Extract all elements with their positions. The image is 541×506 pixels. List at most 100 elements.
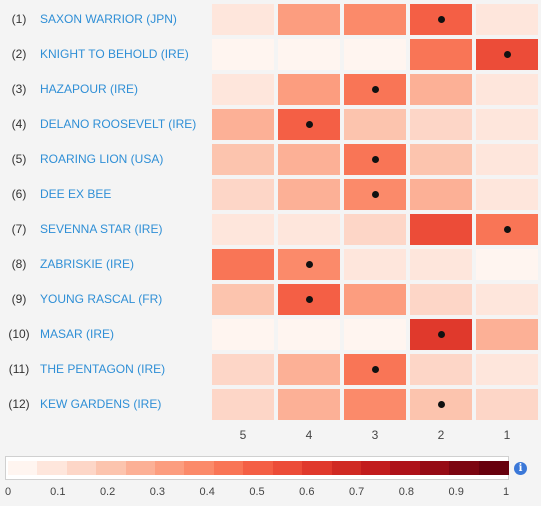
horse-name-link[interactable]: THE PENTAGON (IRE) <box>40 362 166 376</box>
heatmap-cell[interactable] <box>474 2 540 37</box>
heatmap-cell[interactable] <box>342 107 408 142</box>
heatmap-cell[interactable] <box>276 37 342 72</box>
horse-name-link[interactable]: DELANO ROOSEVELT (IRE) <box>40 117 197 131</box>
marker-dot <box>305 261 313 268</box>
rank-label: (4) <box>11 117 27 131</box>
heatmap-cell[interactable] <box>474 177 540 212</box>
heatmap-cell[interactable] <box>408 107 474 142</box>
heatmap-cell[interactable] <box>408 212 474 247</box>
heatmap-cell[interactable] <box>276 212 342 247</box>
heatmap-cell[interactable] <box>408 387 474 422</box>
heatmap-cell[interactable] <box>276 177 342 212</box>
heatmap-cell[interactable] <box>342 247 408 282</box>
rank-label: (6) <box>11 187 27 201</box>
horse-name-link[interactable]: SAXON WARRIOR (JPN) <box>40 12 177 26</box>
marker-dot <box>371 191 379 198</box>
horse-name-link[interactable]: SEVENNA STAR (IRE) <box>40 222 163 236</box>
rank-label: (12) <box>8 397 30 411</box>
heatmap-cell[interactable] <box>342 37 408 72</box>
legend-tick-label: 0.4 <box>199 486 215 498</box>
horse-name-link[interactable]: KNIGHT TO BEHOLD (IRE) <box>40 47 189 61</box>
heatmap-cell[interactable] <box>276 352 342 387</box>
heatmap-cell[interactable] <box>342 142 408 177</box>
heatmap-cell[interactable] <box>210 282 276 317</box>
heatmap-cell[interactable] <box>474 387 540 422</box>
legend-swatch <box>478 461 509 475</box>
heatmap-cell[interactable] <box>210 387 276 422</box>
heatmap-cell[interactable] <box>210 142 276 177</box>
heatmap-cell[interactable] <box>210 37 276 72</box>
heatmap-cell[interactable] <box>342 72 408 107</box>
horse-name-link[interactable]: KEW GARDENS (IRE) <box>40 397 162 411</box>
legend-swatch <box>449 461 480 475</box>
table-row: (10) MASAR (IRE) <box>0 317 541 352</box>
heatmap-cell[interactable] <box>210 212 276 247</box>
heatmap-cell[interactable] <box>408 352 474 387</box>
legend-swatch <box>37 461 68 475</box>
legend-swatch <box>66 461 97 475</box>
table-row: (2) KNIGHT TO BEHOLD (IRE) <box>0 37 541 72</box>
heatmap-cell[interactable] <box>474 212 540 247</box>
table-row: (3) HAZAPOUR (IRE) <box>0 72 541 107</box>
heatmap-cell[interactable] <box>210 352 276 387</box>
heatmap-cell[interactable] <box>408 37 474 72</box>
legend-tick-label: 0.3 <box>149 486 166 498</box>
heatmap-cell[interactable] <box>342 177 408 212</box>
heatmap-cell[interactable] <box>408 72 474 107</box>
heatmap-cell[interactable] <box>408 177 474 212</box>
x-tick-label: 5 <box>239 428 247 442</box>
heatmap-cell[interactable] <box>408 282 474 317</box>
heatmap-cell[interactable] <box>408 2 474 37</box>
table-row: (11) THE PENTAGON (IRE) <box>0 352 541 387</box>
heatmap-cell[interactable] <box>210 247 276 282</box>
legend-swatch <box>360 461 391 475</box>
rank-label: (2) <box>11 47 27 61</box>
heatmap-cell[interactable] <box>474 247 540 282</box>
heatmap-cell[interactable] <box>276 142 342 177</box>
heatmap-cell[interactable] <box>210 72 276 107</box>
horse-name-link[interactable]: ZABRISKIE (IRE) <box>40 257 135 271</box>
horse-name-link[interactable]: MASAR (IRE) <box>40 327 115 341</box>
horse-name-link[interactable]: DEE EX BEE <box>40 187 112 201</box>
heatmap-cell[interactable] <box>276 72 342 107</box>
heatmap-cell[interactable] <box>210 2 276 37</box>
heatmap-cell[interactable] <box>342 317 408 352</box>
legend-tick-label: 0.6 <box>299 486 315 498</box>
heatmap-cell[interactable] <box>474 72 540 107</box>
heatmap-cell[interactable] <box>342 387 408 422</box>
rank-label: (9) <box>11 292 27 306</box>
heatmap-cell[interactable] <box>342 282 408 317</box>
heatmap-cell[interactable] <box>210 317 276 352</box>
heatmap-cell[interactable] <box>210 177 276 212</box>
heatmap-cell[interactable] <box>210 107 276 142</box>
heatmap-cell[interactable] <box>474 282 540 317</box>
heatmap-cell[interactable] <box>276 387 342 422</box>
x-tick-label: 3 <box>371 428 379 442</box>
heatmap-cell[interactable] <box>474 317 540 352</box>
heatmap-cell[interactable] <box>276 247 342 282</box>
rank-label: (3) <box>11 82 27 96</box>
heatmap-cell[interactable] <box>276 317 342 352</box>
heatmap-cell[interactable] <box>276 107 342 142</box>
rank-label: (1) <box>11 12 27 26</box>
heatmap-cell[interactable] <box>474 142 540 177</box>
heatmap-cell[interactable] <box>342 2 408 37</box>
heatmap-cell[interactable] <box>474 352 540 387</box>
marker-dot <box>371 86 379 93</box>
heatmap-cell[interactable] <box>276 282 342 317</box>
heatmap-cell[interactable] <box>276 2 342 37</box>
info-icon[interactable]: i <box>514 462 527 475</box>
heatmap-cell[interactable] <box>408 142 474 177</box>
heatmap-cell[interactable] <box>342 352 408 387</box>
legend-tick-label: 0.7 <box>348 486 365 498</box>
heatmap-cell[interactable] <box>342 212 408 247</box>
heatmap-cell[interactable] <box>474 107 540 142</box>
table-row: (6) DEE EX BEE <box>0 177 541 212</box>
marker-dot <box>503 51 511 58</box>
heatmap-cell[interactable] <box>474 37 540 72</box>
heatmap-cell[interactable] <box>408 247 474 282</box>
horse-name-link[interactable]: ROARING LION (USA) <box>40 152 164 166</box>
horse-name-link[interactable]: YOUNG RASCAL (FR) <box>40 292 163 306</box>
heatmap-cell[interactable] <box>408 317 474 352</box>
horse-name-link[interactable]: HAZAPOUR (IRE) <box>40 82 139 96</box>
